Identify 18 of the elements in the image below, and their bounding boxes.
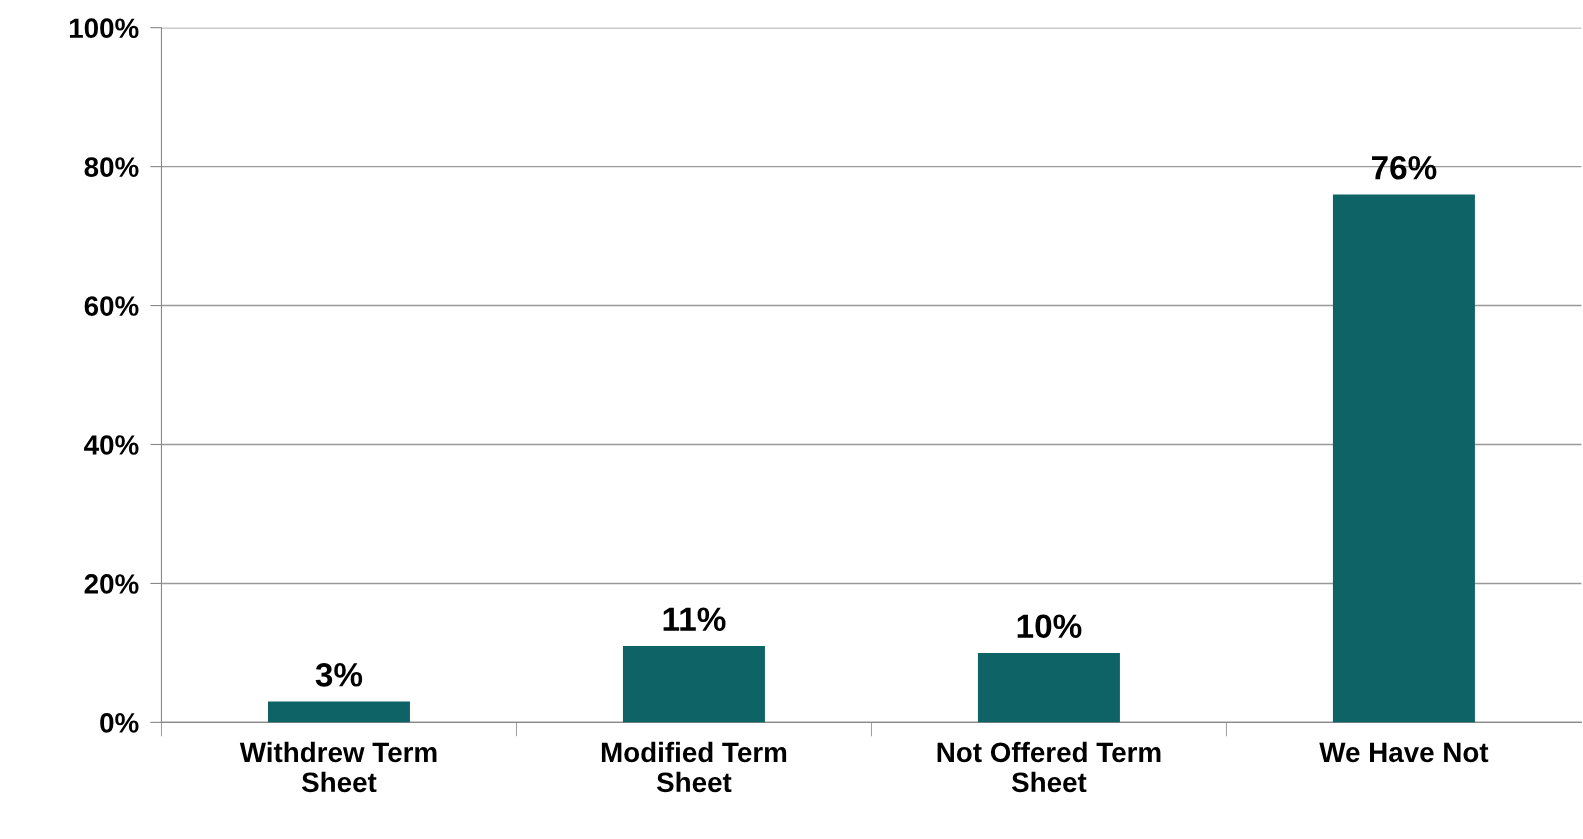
bar xyxy=(1332,194,1475,723)
y-tick-label: 0% xyxy=(100,713,139,733)
x-tick-label: We Have Not xyxy=(1319,742,1489,763)
y-tick-label: 20% xyxy=(84,574,139,594)
data-label: 76% xyxy=(1372,155,1437,180)
bar xyxy=(267,701,410,723)
bar xyxy=(977,652,1120,723)
y-tick-label: 60% xyxy=(84,296,139,316)
y-tick-label: 100% xyxy=(69,18,139,39)
x-tick-label: Withdrew Term Sheet xyxy=(239,741,437,793)
bar xyxy=(622,645,765,723)
data-label: 3% xyxy=(315,663,363,687)
data-label: 11% xyxy=(663,607,726,631)
x-tick-label: Not Offered Term Sheet xyxy=(937,741,1161,793)
data-label: 10% xyxy=(1017,614,1082,638)
y-tick-label: 40% xyxy=(84,435,139,455)
y-tick-label: 80% xyxy=(84,157,139,177)
x-tick-label: Modified Term Sheet xyxy=(601,741,787,793)
